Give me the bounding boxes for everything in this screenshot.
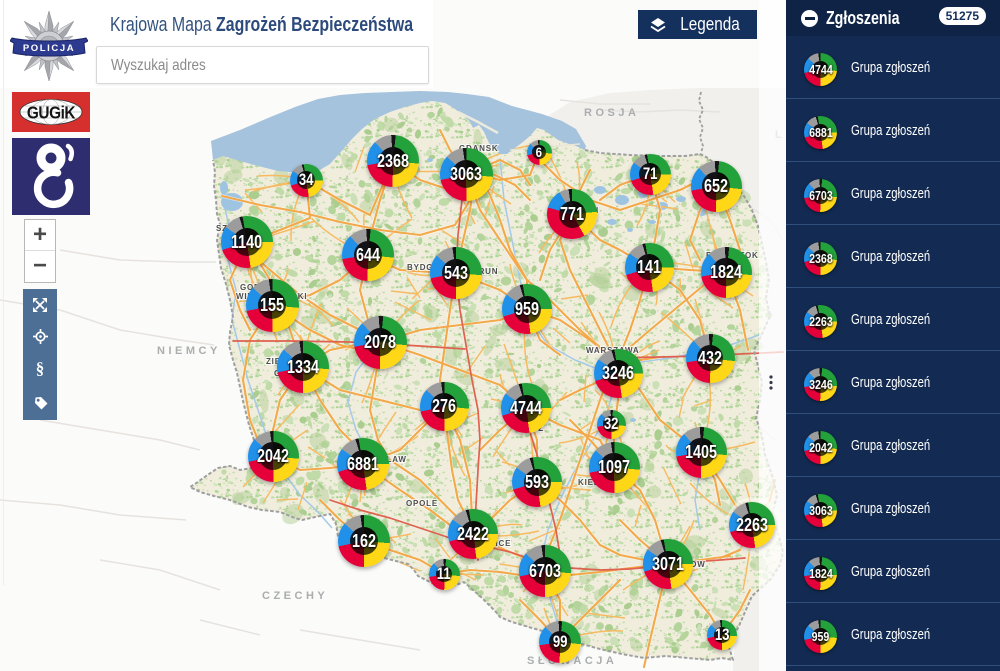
svg-text:POLICJA: POLICJA xyxy=(23,43,75,54)
svg-text:ROSJA: ROSJA xyxy=(584,107,639,119)
svg-text:CZECHY: CZECHY xyxy=(262,590,328,602)
svg-text:GDANSK: GDANSK xyxy=(459,144,498,153)
svg-text:GUGiK: GUGiK xyxy=(27,104,76,123)
svg-text:OPOLE: OPOLE xyxy=(406,499,438,508)
svg-text:NIEMCY: NIEMCY xyxy=(157,345,221,357)
